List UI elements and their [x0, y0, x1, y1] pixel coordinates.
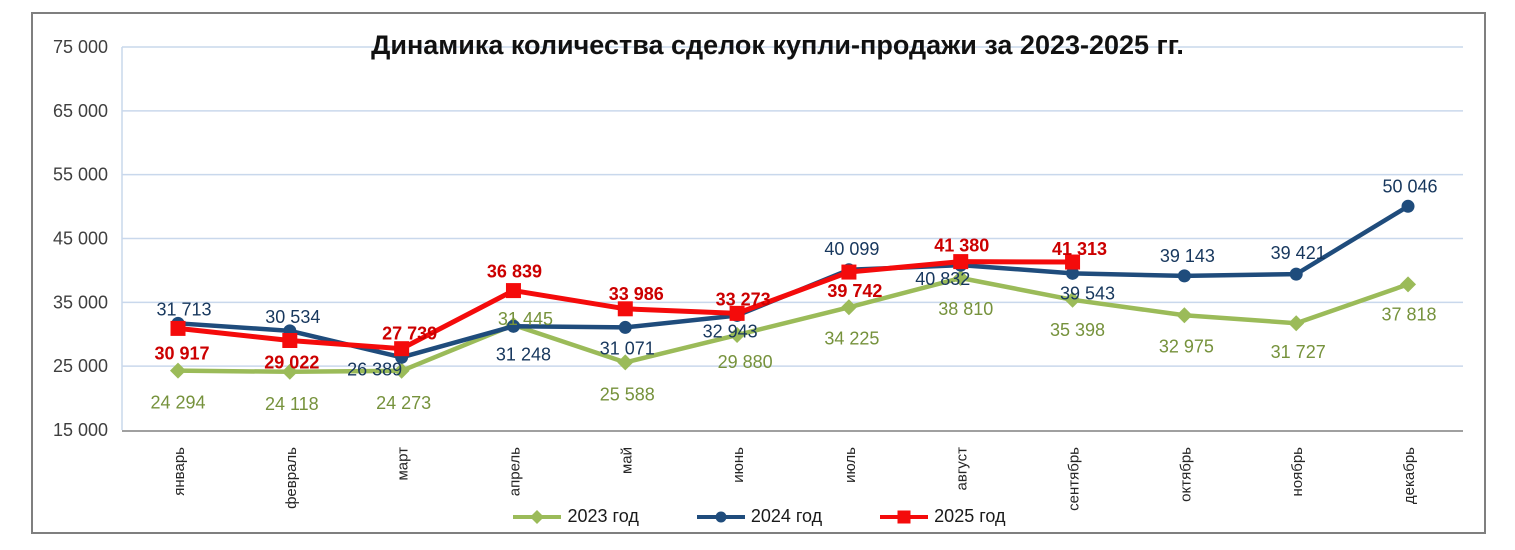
data-point-label: 33 986 — [609, 284, 664, 304]
data-point-label: 38 810 — [938, 299, 993, 319]
data-point-label: 50 046 — [1382, 176, 1437, 196]
data-point-marker — [1401, 199, 1415, 213]
legend-label: 2025 год — [934, 506, 1006, 526]
data-point-marker — [1066, 266, 1080, 280]
data-point-label: 26 389 — [347, 359, 402, 379]
data-point-marker — [170, 320, 186, 336]
legend-marker-icon — [880, 510, 929, 523]
data-point-marker — [506, 319, 520, 333]
data-point-marker — [281, 363, 298, 380]
data-point-label: 32 943 — [703, 321, 758, 341]
data-point-marker — [1177, 269, 1191, 283]
data-point-marker — [394, 341, 410, 357]
data-point-marker — [1064, 291, 1081, 308]
data-point-marker — [1289, 267, 1303, 281]
y-axis-tick-label: 45 000 — [53, 229, 108, 249]
y-axis-tick-label: 75 000 — [53, 37, 108, 57]
legend-item-2025: 2025 год — [878, 506, 1006, 527]
legend-label: 2023 год — [567, 506, 639, 526]
data-point-marker — [282, 332, 298, 348]
data-point-marker — [729, 305, 745, 321]
legend-item-2023: 2023 год — [511, 506, 639, 527]
legend-label: 2024 год — [750, 506, 823, 526]
data-point-label: 34 225 — [824, 328, 879, 348]
chart-title: Динамика количества сделок купли-продажи… — [371, 30, 1184, 60]
data-point-marker — [617, 301, 633, 317]
data-point-label: 39 143 — [1160, 246, 1215, 266]
y-axis-tick-label: 55 000 — [53, 165, 108, 185]
data-point-label: 39 421 — [1271, 243, 1326, 263]
data-point-marker — [841, 264, 857, 280]
data-point-label: 40 099 — [824, 239, 879, 259]
data-point-marker — [1400, 276, 1417, 293]
x-axis-label: январь — [171, 447, 188, 496]
data-point-marker — [729, 327, 746, 344]
x-axis-label: июль — [842, 447, 859, 483]
data-point-label: 31 071 — [600, 338, 655, 358]
y-axis-tick-label: 25 000 — [53, 356, 108, 376]
data-point-marker — [617, 354, 634, 371]
data-point-label: 31 248 — [496, 344, 551, 364]
y-axis-tick-label: 65 000 — [53, 101, 108, 121]
data-point-label: 31 727 — [1271, 342, 1326, 362]
legend-item-2024: 2024 год — [695, 506, 822, 527]
data-point-label: 41 313 — [1052, 239, 1107, 259]
data-point-label: 35 398 — [1050, 320, 1105, 340]
x-axis-label: июнь — [730, 447, 747, 483]
data-point-marker — [953, 254, 969, 270]
data-point-label: 29 880 — [718, 352, 773, 372]
x-axis-label: декабрь — [1401, 447, 1418, 504]
data-point-label: 36 839 — [487, 262, 542, 282]
x-axis-label: август — [954, 447, 971, 491]
data-point-label: 32 975 — [1159, 336, 1214, 356]
data-point-label: 39 742 — [827, 281, 882, 301]
x-axis-label: май — [618, 447, 635, 474]
data-point-label: 30 917 — [154, 343, 209, 363]
data-point-label: 24 273 — [376, 393, 431, 413]
data-point-marker — [618, 320, 632, 334]
data-point-label: 27 739 — [382, 324, 437, 344]
data-point-label: 30 534 — [265, 307, 320, 327]
chart-legend: 2023 год 2024 год 2025 год — [31, 506, 1486, 527]
x-axis-label: февраль — [283, 447, 300, 509]
series-line-2024 — [175, 204, 1411, 360]
data-point-marker — [1288, 315, 1305, 332]
data-point-marker — [170, 362, 186, 379]
data-point-label: 29 022 — [264, 352, 319, 372]
data-point-label: 24 118 — [265, 394, 319, 414]
x-axis-label: сентябрь — [1066, 447, 1083, 511]
data-point-label: 33 273 — [716, 289, 771, 309]
data-point-marker — [952, 270, 969, 287]
data-point-label: 39 543 — [1060, 283, 1115, 303]
data-point-label: 31 713 — [156, 299, 211, 319]
data-point-label: 24 294 — [150, 393, 205, 413]
data-point-label: 31 445 — [498, 309, 553, 329]
x-axis-label: апрель — [506, 447, 523, 496]
data-point-label: 37 818 — [1381, 304, 1436, 324]
data-point-marker — [505, 283, 521, 299]
series-line-2023 — [175, 275, 1411, 375]
data-point-marker — [1176, 307, 1193, 324]
data-point-marker — [393, 362, 410, 379]
legend-marker-icon — [513, 509, 562, 524]
data-point-label: 40 832 — [915, 269, 970, 289]
data-point-label: 41 380 — [934, 236, 989, 256]
y-axis-tick-label: 35 000 — [53, 292, 108, 312]
x-axis-label: октябрь — [1177, 447, 1194, 502]
data-point-marker — [840, 299, 857, 316]
data-point-marker — [1065, 254, 1081, 270]
y-axis-tick-label: 15 000 — [53, 420, 108, 440]
x-axis-label: март — [395, 447, 412, 481]
data-point-label: 25 588 — [600, 384, 655, 404]
legend-marker-icon — [696, 511, 745, 522]
x-axis-label: ноябрь — [1289, 447, 1306, 497]
